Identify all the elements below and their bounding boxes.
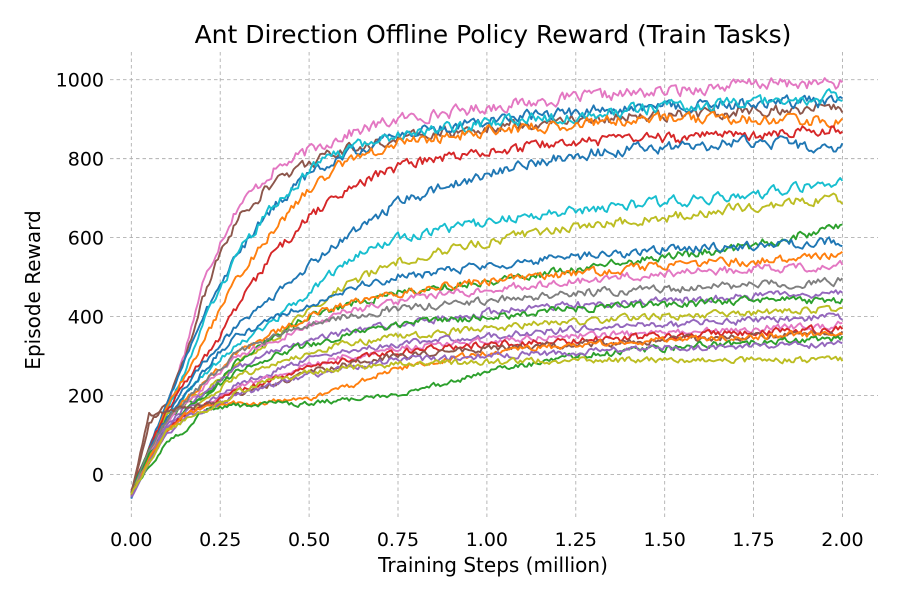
series-line-task-14 xyxy=(130,276,844,494)
x-tick-label: 1.00 xyxy=(466,529,508,551)
y-tick-label: 600 xyxy=(68,228,104,250)
y-tick-label: 1000 xyxy=(56,70,104,92)
series-line-task-15 xyxy=(130,289,843,498)
tick-layer: 0.00 0.25 0.50 0.75 1.00 1.25 1.50 1.75 2.00 0 200… xyxy=(56,70,864,551)
series-line-task-10 xyxy=(130,223,843,493)
series-line-task-16 xyxy=(130,295,844,497)
y-tick-label: 200 xyxy=(68,386,104,408)
series-line-task-5 xyxy=(130,110,844,495)
series-line-task-18 xyxy=(130,312,843,498)
x-tick-label: 1.25 xyxy=(555,529,597,551)
x-tick-label: 1.75 xyxy=(732,529,774,551)
x-tick-label: 0.75 xyxy=(377,529,419,551)
series-line-task-17 xyxy=(130,304,843,496)
series-line-task-12 xyxy=(130,250,843,496)
series-line-task-3 xyxy=(130,94,843,500)
series-line-task-7 xyxy=(130,134,844,499)
x-tick-label: 2.00 xyxy=(821,529,863,551)
x-tick-label: 0.50 xyxy=(288,529,330,551)
x-axis-label: Training Steps (million) xyxy=(377,553,608,577)
series-line-task-6 xyxy=(130,125,843,491)
series-line-task-13 xyxy=(130,259,844,494)
chart-title: Ant Direction Offline Policy Reward (Tra… xyxy=(195,20,792,49)
series-line-task-25 xyxy=(130,355,844,495)
series-line-task-4 xyxy=(130,88,843,497)
series-line-task-11 xyxy=(130,236,843,495)
x-tick-label: 0.00 xyxy=(110,529,152,551)
series-layer xyxy=(130,77,844,500)
series-line-task-23 xyxy=(130,335,844,496)
y-axis-label: Episode Reward xyxy=(21,210,45,369)
x-tick-label: 0.25 xyxy=(199,529,241,551)
y-tick-label: 400 xyxy=(68,307,104,329)
y-tick-label: 800 xyxy=(68,149,104,171)
y-tick-label: 0 xyxy=(92,465,104,487)
series-line-task-8 xyxy=(130,177,844,495)
series-line-task-1 xyxy=(130,77,844,496)
x-tick-label: 1.50 xyxy=(644,529,686,551)
